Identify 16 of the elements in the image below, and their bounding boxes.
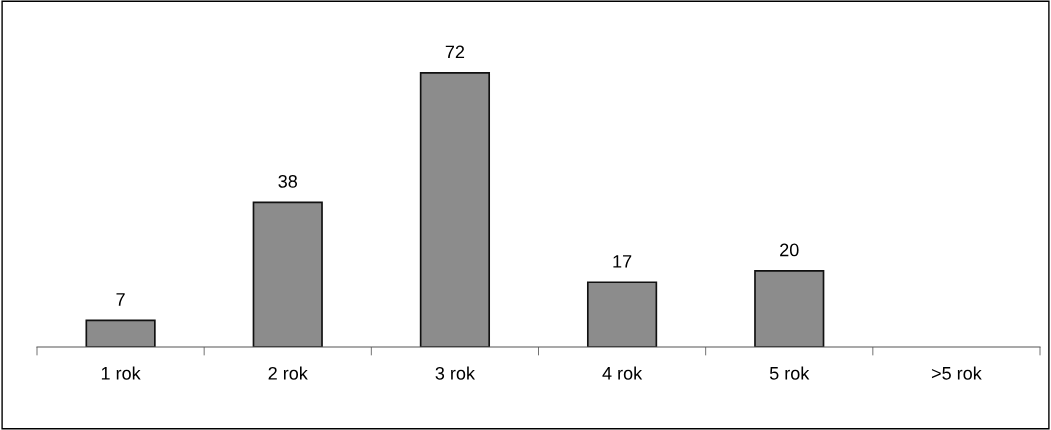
bar [419, 71, 491, 347]
x-tick-label: 4 rok [602, 366, 643, 380]
x-tick-label: 3 rok [435, 366, 476, 380]
x-tick-label: >5 rok [931, 366, 982, 380]
x-tick-label: 2 rok [268, 366, 308, 380]
x-tick-label: 1 rok [101, 366, 141, 380]
data-label: 72 [445, 45, 465, 59]
bar [586, 281, 658, 347]
x-tick-label: 5 rok [769, 366, 810, 380]
data-label: 20 [780, 243, 799, 257]
data-label: 38 [278, 174, 298, 188]
bar [85, 319, 156, 347]
data-label: 17 [613, 255, 632, 268]
bar [754, 270, 825, 347]
data-label: 7 [116, 293, 125, 306]
bar [252, 201, 323, 347]
